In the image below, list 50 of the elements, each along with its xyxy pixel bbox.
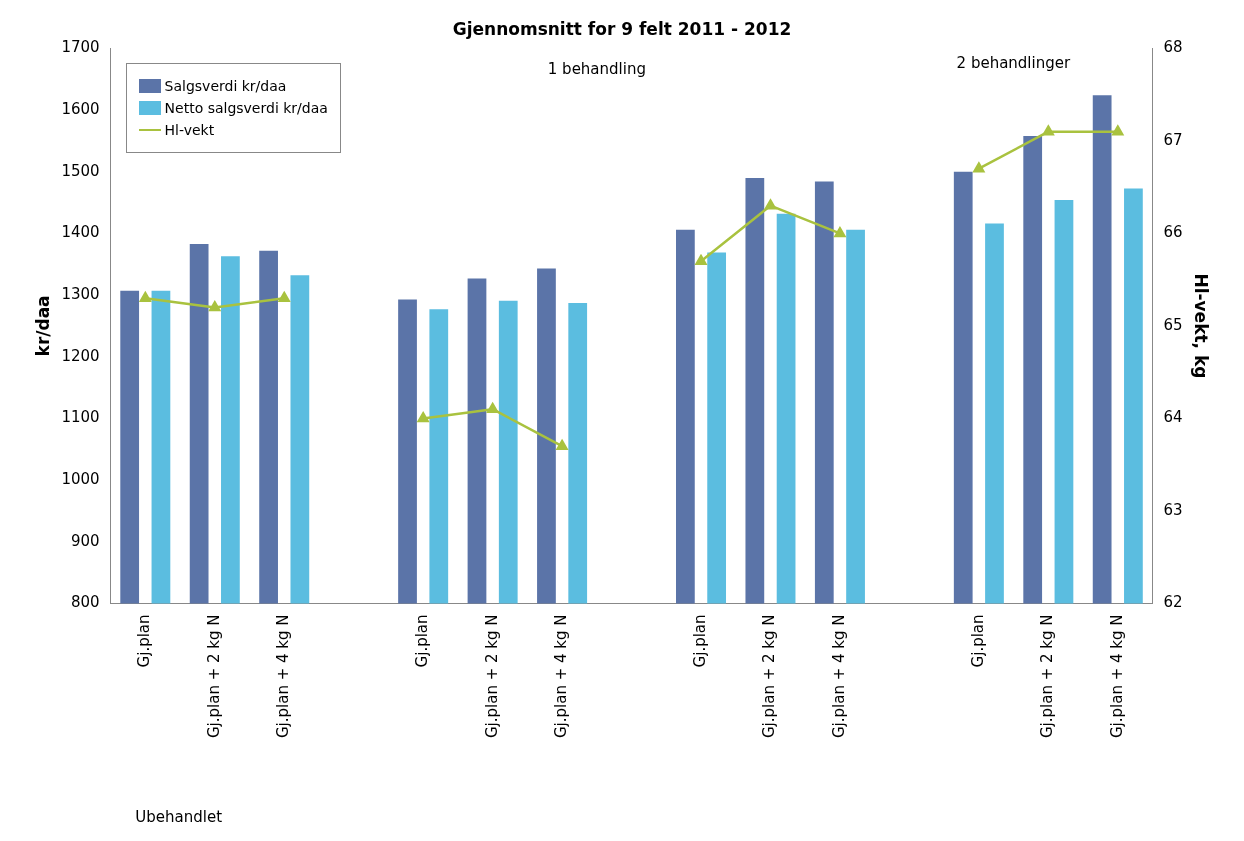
point [278, 291, 290, 302]
y-axis-title: kr/daa [32, 295, 53, 357]
legend-label: Netto salgsverdi kr/daa [164, 100, 328, 117]
x-tick-label: Gj.plan + 4 kg N [551, 614, 570, 738]
x-tick-label: Gj.plan + 2 kg N [1038, 614, 1057, 738]
x-tick-label: Gj.plan [690, 614, 709, 668]
x-tick-label: Gj.plan + 4 kg N [274, 614, 293, 738]
y-tick-label: 900 [70, 531, 100, 550]
y-tick-label: 1600 [61, 99, 100, 118]
y-tick-label: 1500 [61, 161, 100, 180]
x-tick-label: Gj.plan + 4 kg N [1107, 614, 1126, 738]
y-tick-label: 1100 [61, 408, 100, 427]
y2-tick-label: 65 [1163, 315, 1183, 334]
y-tick-label: 1400 [61, 223, 100, 242]
y2-tick-label: 66 [1163, 223, 1183, 242]
legend-label: Hl-vekt [164, 122, 215, 139]
x-tick-label: Gj.plan [968, 614, 987, 668]
y-tick-label: 800 [70, 593, 100, 612]
y-tick-label: 1200 [61, 346, 100, 365]
y-tick-label: 1000 [61, 469, 100, 488]
point [1042, 125, 1054, 136]
y2-tick-label: 68 [1163, 38, 1183, 57]
x-tick-label: Gj.plan + 4 kg N [829, 614, 848, 738]
point [1112, 125, 1124, 136]
y2-tick-label: 67 [1163, 130, 1183, 149]
point [139, 291, 151, 302]
x-tick-label: Gj.plan + 2 kg N [204, 614, 223, 738]
x-tick-label: Gj.plan [413, 614, 432, 668]
x-tick-label: Gj.plan + 2 kg N [482, 614, 501, 738]
text: Ubehandlet [135, 808, 223, 827]
point [487, 402, 499, 413]
y-tick-label: 1300 [61, 284, 100, 303]
annotation: 1 behandling [547, 60, 646, 79]
annotation: 2 behandlinger [956, 54, 1071, 73]
y2-tick-label: 62 [1163, 593, 1183, 612]
y2-tick-label: 64 [1163, 408, 1183, 427]
y2-axis-title: Hl-vekt, kg [1191, 273, 1212, 379]
x-tick-label: Gj.plan + 2 kg N [760, 614, 779, 738]
legend-label: Salgsverdi kr/daa [164, 78, 287, 95]
y-tick-label: 1700 [61, 38, 100, 57]
y2-tick-label: 63 [1163, 500, 1183, 519]
point [973, 162, 985, 173]
point [209, 301, 221, 312]
x-tick-label: Gj.plan [135, 614, 154, 668]
point [695, 254, 707, 265]
point [834, 227, 846, 238]
point [417, 412, 429, 423]
point [764, 199, 777, 210]
point [556, 439, 568, 450]
chart-title: Gjennomsnitt for 9 felt 2011 - 2012 [452, 18, 792, 39]
